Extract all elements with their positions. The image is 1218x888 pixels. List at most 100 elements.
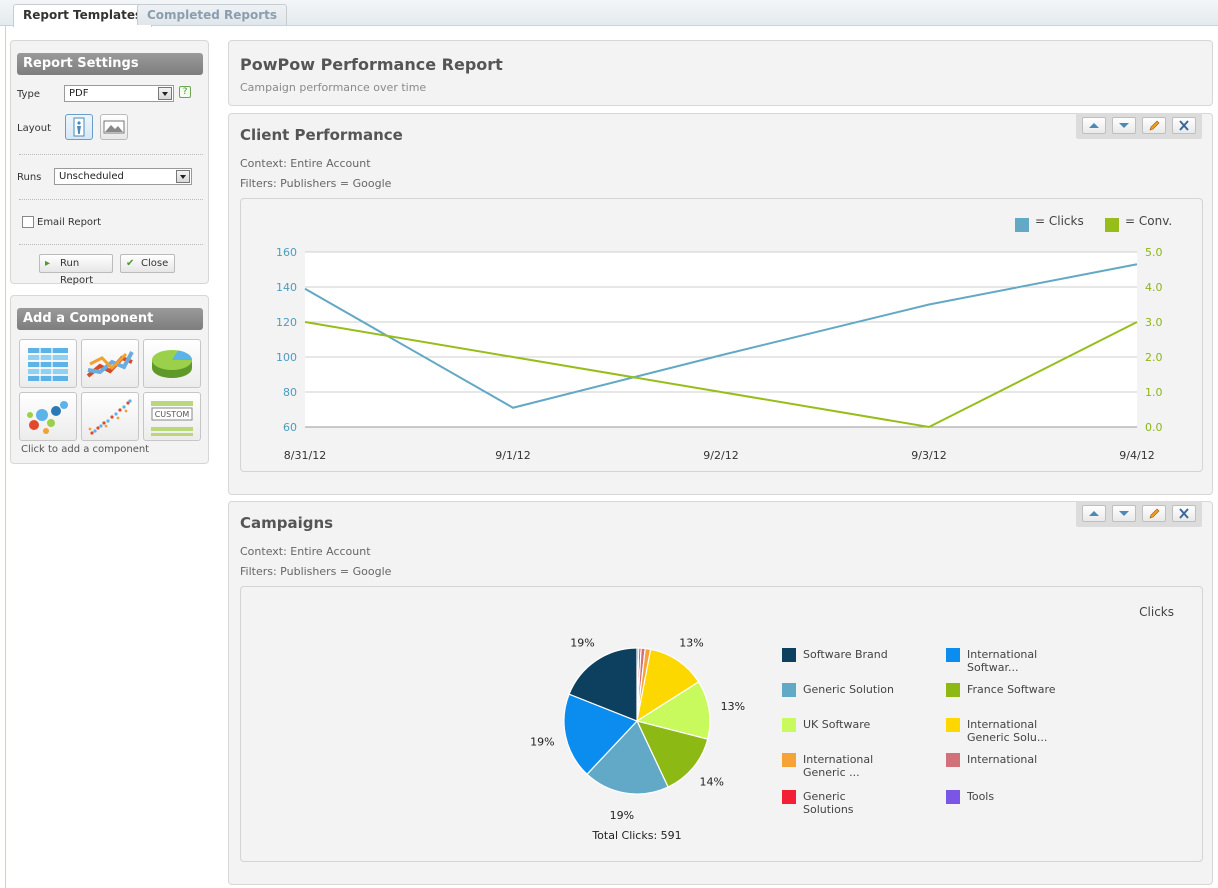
- email-report-checkbox[interactable]: [22, 216, 34, 228]
- move-up-button[interactable]: [1082, 117, 1106, 134]
- legend-label: Softwar...: [967, 661, 1018, 674]
- bubble-chart-icon: [27, 401, 68, 434]
- legend-swatch: [946, 790, 960, 804]
- close-icon: [1179, 508, 1189, 519]
- check-icon: ✔: [126, 258, 135, 269]
- move-down-button[interactable]: [1112, 117, 1136, 134]
- x-tick-label: 9/3/12: [911, 449, 946, 462]
- divider: [19, 154, 203, 155]
- line-chart: 160 140 120 100 80 60 5.0 4.0 3.0 2.0 1.0 0.0 8/31/1…: [276, 214, 1172, 462]
- layout-label: Layout: [17, 123, 51, 134]
- pie-chart-icon: [152, 350, 192, 378]
- legend-label: Software Brand: [803, 648, 888, 661]
- bubble-chart-component-button[interactable]: [19, 392, 77, 441]
- campaigns-panel: Campaigns Context: Entire Account Filter…: [228, 501, 1213, 885]
- legend-label: International: [967, 753, 1037, 766]
- close-button[interactable]: ✔ Close: [120, 254, 175, 273]
- tab-report-templates[interactable]: Report Templates: [13, 4, 153, 27]
- run-report-button[interactable]: ▸ Run Report: [39, 254, 113, 286]
- slice-label: 19%: [610, 809, 634, 822]
- slice-label: 13%: [721, 700, 745, 713]
- scatter-chart-component-button[interactable]: [81, 392, 139, 441]
- legend-label: International: [967, 718, 1037, 731]
- legend-label: Tools: [966, 790, 994, 803]
- email-report-label: Email Report: [37, 217, 102, 228]
- help-icon[interactable]: ?: [179, 86, 191, 98]
- x-tick-label: 9/4/12: [1119, 449, 1154, 462]
- move-down-button[interactable]: [1112, 505, 1136, 522]
- divider: [19, 244, 203, 245]
- legend-label: = Conv.: [1125, 214, 1172, 228]
- custom-label: CUSTOM: [154, 410, 190, 419]
- line-chart-component-button[interactable]: [81, 339, 139, 388]
- divider: [19, 199, 203, 200]
- client-performance-panel: Client Performance Context: Entire Accou…: [228, 113, 1213, 495]
- pie-slice: [568, 647, 638, 722]
- close-label: Close: [141, 258, 169, 269]
- y-right-tick-label: 2.0: [1145, 351, 1163, 364]
- landscape-layout-button[interactable]: [100, 114, 128, 140]
- filters-text: Filters: Publishers = Google: [240, 177, 392, 190]
- component-toolbar: [1076, 113, 1202, 139]
- remove-button[interactable]: [1172, 117, 1196, 134]
- legend-swatch: [782, 718, 796, 732]
- type-select[interactable]: PDF: [64, 85, 174, 102]
- tab-completed-reports[interactable]: Completed Reports: [137, 4, 288, 25]
- pie-slice: [635, 720, 709, 788]
- series-line-conv: [304, 321, 1138, 429]
- legend-swatch: [946, 683, 960, 697]
- report-header-panel: PowPow Performance Report Campaign perfo…: [228, 40, 1213, 106]
- y-left-tick-label: 100: [276, 351, 297, 364]
- slice-label: 19%: [570, 636, 594, 649]
- legend-swatch: [782, 790, 796, 804]
- filters-text: Filters: Publishers = Google: [240, 565, 392, 578]
- series-line-clicks: [304, 263, 1138, 409]
- chevron-down-icon: [176, 170, 190, 183]
- legend-swatch: [946, 753, 960, 767]
- x-tick-label: 9/2/12: [703, 449, 738, 462]
- chevron-down-icon: [158, 87, 172, 100]
- legend-label: Solutions: [803, 803, 854, 816]
- legend-label: France Software: [967, 683, 1056, 696]
- legend-swatch: [1015, 218, 1029, 232]
- legend-label: International: [803, 753, 873, 766]
- remove-button[interactable]: [1172, 505, 1196, 522]
- component-toolbar: [1076, 501, 1202, 527]
- y-right-tick-label: 0.0: [1145, 421, 1163, 434]
- arrow-down-icon: [1119, 123, 1129, 128]
- type-select-value: PDF: [69, 88, 89, 99]
- table-component-button[interactable]: [19, 339, 77, 388]
- custom-component-button[interactable]: CUSTOM: [143, 392, 201, 441]
- legend-label: Generic: [803, 790, 846, 803]
- pie-slice: [635, 681, 711, 740]
- legend-label: Generic Solution: [803, 683, 894, 696]
- run-report-label: Run Report: [60, 258, 94, 286]
- runs-select[interactable]: Unscheduled: [54, 168, 192, 185]
- play-icon: ▸: [45, 258, 51, 269]
- slice-label: 13%: [679, 636, 703, 649]
- x-tick-label: 9/1/12: [495, 449, 530, 462]
- y-left-tick-label: 140: [276, 281, 297, 294]
- move-up-button[interactable]: [1082, 505, 1106, 522]
- portrait-layout-button[interactable]: [65, 114, 93, 140]
- section-title: Client Performance: [240, 126, 403, 144]
- edit-button[interactable]: [1142, 117, 1166, 134]
- landscape-icon: [103, 120, 125, 134]
- pencil-icon: [1149, 508, 1160, 519]
- legend-swatch: [782, 683, 796, 697]
- legend-swatch: [1105, 218, 1119, 232]
- edit-button[interactable]: [1142, 505, 1166, 522]
- pie-chart-component-button[interactable]: [143, 339, 201, 388]
- pie-slice: [586, 719, 669, 795]
- add-component-header: Add a Component: [17, 308, 203, 330]
- section-title: Campaigns: [240, 514, 334, 532]
- y-left-tick-label: 60: [283, 421, 297, 434]
- context-text: Context: Entire Account: [240, 157, 371, 170]
- scatter-chart-icon: [88, 399, 132, 435]
- chart-title: Clicks: [1139, 605, 1174, 619]
- total-clicks-label: Total Clicks: 591: [591, 829, 681, 842]
- legend-label: UK Software: [803, 718, 870, 731]
- arrow-up-icon: [1089, 511, 1099, 516]
- x-tick-label: 8/31/12: [284, 449, 326, 462]
- slice-label: 14%: [700, 776, 724, 789]
